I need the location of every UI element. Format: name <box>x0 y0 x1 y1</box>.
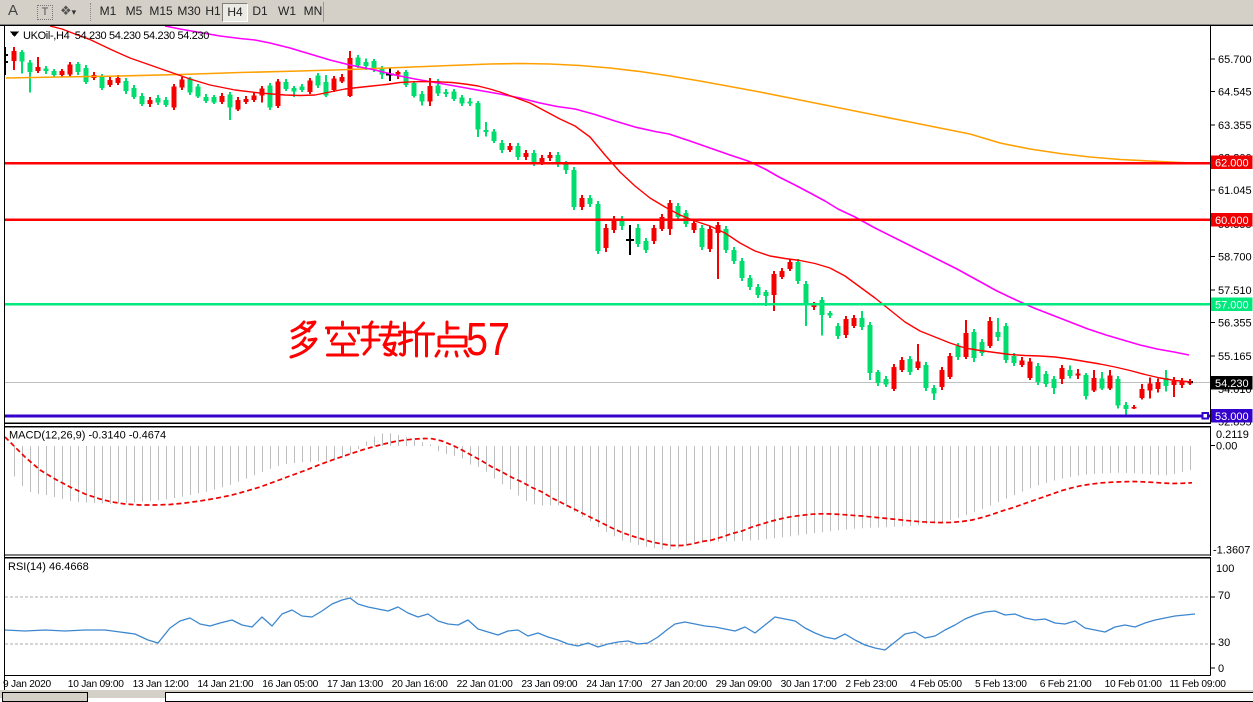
svg-text:100: 100 <box>1216 563 1234 575</box>
svg-text:10 Feb 01:00: 10 Feb 01:00 <box>1105 679 1163 690</box>
svg-text:23 Jan 09:00: 23 Jan 09:00 <box>521 679 577 690</box>
svg-text:5 Feb 13:00: 5 Feb 13:00 <box>975 679 1027 690</box>
svg-text:70: 70 <box>1218 590 1230 602</box>
svg-text:55.165: 55.165 <box>1218 351 1252 363</box>
svg-text:62.000: 62.000 <box>1215 157 1249 169</box>
svg-text:UKOil-,H4 54.230 54.230 54.23: UKOil-,H4 54.230 54.230 54.230 54.230 <box>23 30 209 42</box>
svg-text:57: 57 <box>466 313 510 365</box>
svg-text:29 Jan 09:00: 29 Jan 09:00 <box>716 679 772 690</box>
svg-text:64.545: 64.545 <box>1218 86 1252 98</box>
svg-text:16 Jan 05:00: 16 Jan 05:00 <box>262 679 318 690</box>
svg-text:65.700: 65.700 <box>1218 54 1252 66</box>
svg-text:13 Jan 12:00: 13 Jan 12:00 <box>133 679 189 690</box>
svg-text:-1.3607: -1.3607 <box>1213 545 1250 557</box>
svg-text:57.510: 57.510 <box>1218 285 1252 297</box>
svg-text:22 Jan 01:00: 22 Jan 01:00 <box>457 679 513 690</box>
svg-text:30 Jan 17:00: 30 Jan 17:00 <box>781 679 837 690</box>
svg-text:0: 0 <box>1218 663 1224 675</box>
svg-text:14 Jan 21:00: 14 Jan 21:00 <box>197 679 253 690</box>
svg-text:0.2119: 0.2119 <box>1216 429 1249 441</box>
svg-text:56.355: 56.355 <box>1218 318 1252 330</box>
svg-text:63.355: 63.355 <box>1218 120 1252 132</box>
svg-text:53.000: 53.000 <box>1215 411 1249 423</box>
svg-text:2 Feb 23:00: 2 Feb 23:00 <box>845 679 897 690</box>
svg-text:RSI(14) 46.4668: RSI(14) 46.4668 <box>8 561 89 573</box>
svg-text:27 Jan 20:00: 27 Jan 20:00 <box>651 679 707 690</box>
svg-text:10 Jan 09:00: 10 Jan 09:00 <box>68 679 124 690</box>
svg-text:9 Jan 2020: 9 Jan 2020 <box>3 679 51 690</box>
svg-text:57.000: 57.000 <box>1215 300 1249 312</box>
svg-text:0.00: 0.00 <box>1216 441 1237 453</box>
svg-text:60.000: 60.000 <box>1215 215 1249 227</box>
svg-text:30: 30 <box>1218 637 1230 649</box>
svg-text:6 Feb 21:00: 6 Feb 21:00 <box>1040 679 1092 690</box>
svg-text:54.230: 54.230 <box>1215 378 1249 390</box>
svg-text:11 Feb 09:00: 11 Feb 09:00 <box>1169 679 1226 690</box>
svg-text:4 Feb 05:00: 4 Feb 05:00 <box>910 679 962 690</box>
svg-text:MACD(12,26,9) -0.3140 -0.4674: MACD(12,26,9) -0.3140 -0.4674 <box>9 430 166 442</box>
svg-text:24 Jan 17:00: 24 Jan 17:00 <box>586 679 642 690</box>
svg-text:61.045: 61.045 <box>1218 185 1252 197</box>
svg-text:20 Jan 16:00: 20 Jan 16:00 <box>392 679 448 690</box>
svg-text:58.700: 58.700 <box>1218 251 1252 263</box>
svg-text:17 Jan 13:00: 17 Jan 13:00 <box>327 679 383 690</box>
